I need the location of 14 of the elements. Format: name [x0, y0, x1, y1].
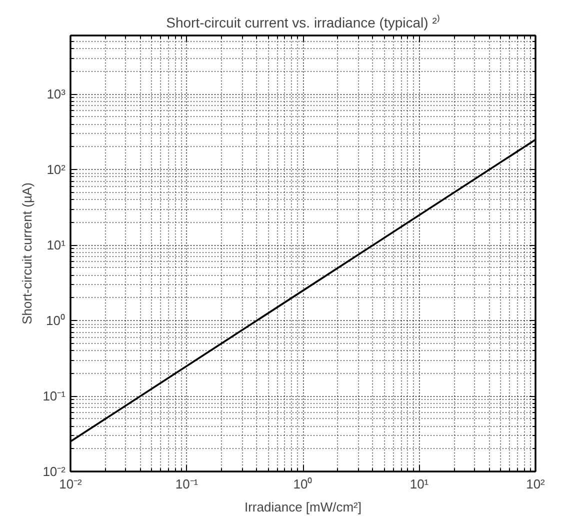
chart-title: Short-circuit current vs. irradiance (typical) ²⁾	[166, 14, 440, 30]
x-axis-title: Irradiance [mW/cm²]	[244, 500, 362, 514]
x-tick-label: 10²	[526, 476, 546, 492]
y-tick-label: 10²	[46, 162, 66, 178]
y-axis-title: Short-circuit current (µA)	[20, 182, 35, 324]
x-tick-label: 10⁻¹	[175, 476, 199, 492]
x-tick-label: 10⁰	[293, 476, 313, 492]
x-tick-label: 10¹	[410, 476, 430, 492]
y-tick-label: 10⁻²	[42, 464, 66, 479]
y-tick-label: 10³	[46, 86, 66, 102]
y-tick-label: 10¹	[46, 238, 66, 253]
x-tick-label: 10⁻²	[59, 476, 83, 492]
y-tick-label: 10⁻¹	[42, 388, 66, 404]
y-tick-label: 10⁰	[46, 313, 66, 328]
